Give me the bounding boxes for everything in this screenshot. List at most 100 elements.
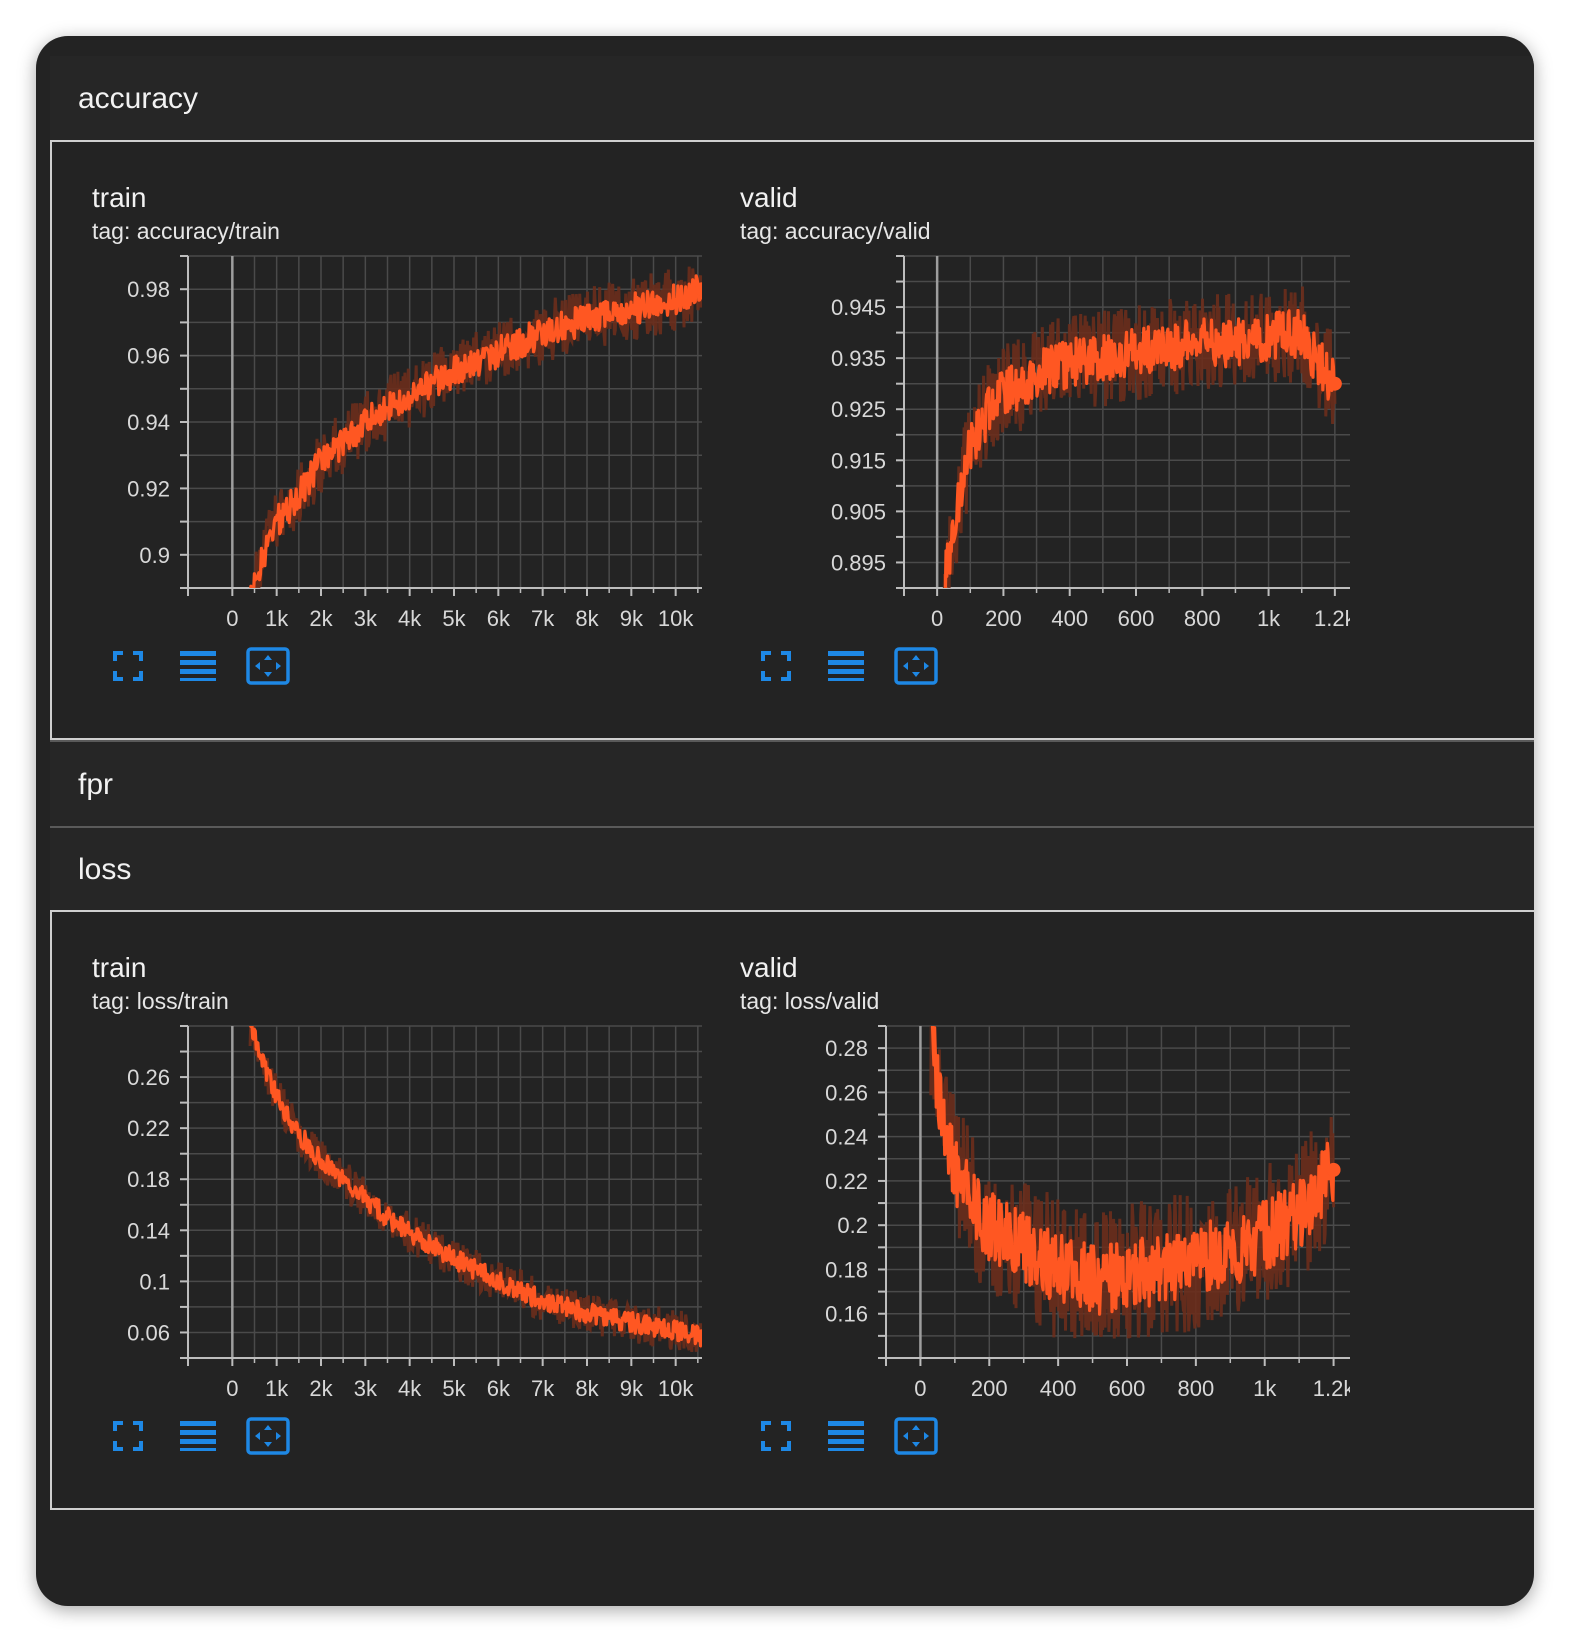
- x-tick-label: 800: [1177, 1376, 1214, 1401]
- x-tick-label: 5k: [442, 606, 466, 631]
- x-tick-label: 400: [1040, 1376, 1077, 1401]
- x-tick-label: 7k: [531, 606, 555, 631]
- fit-domain-button[interactable]: [246, 646, 290, 690]
- fit-domain-button[interactable]: [246, 1416, 290, 1460]
- x-tick-label: 6k: [487, 1376, 511, 1401]
- y-tick-label: 0.24: [825, 1125, 868, 1150]
- card-tag: tag: loss/valid: [740, 988, 880, 1014]
- x-tick-label: 0: [914, 1376, 926, 1401]
- series-line-raw: [929, 1026, 1336, 1339]
- x-tick-label: 10k: [658, 606, 694, 631]
- section-title: accuracy: [78, 82, 199, 115]
- y-tick-label: 0.28: [825, 1036, 868, 1061]
- x-tick-label: 1k: [265, 1376, 289, 1401]
- data-table-button[interactable]: [824, 648, 868, 688]
- series-line: [249, 274, 702, 588]
- tensorboard-scalars-window: accuracy train tag: accuracy/train 0 1k 2k…: [36, 36, 1534, 1606]
- chart-card-accuracy-train: train tag: accuracy/train 0 1k 2k 3k 4k 5k 6k 7…: [52, 142, 702, 702]
- series-end-point: [1327, 376, 1342, 391]
- series-line: [943, 308, 1337, 588]
- fullscreen-icon: [760, 650, 792, 687]
- card-tag: tag: accuracy/valid: [740, 218, 931, 244]
- line-chart-loss-valid[interactable]: 0 200 400 600 800 1k 1.2k 0.16 0.18 0.2 0.22 0.24 0.…: [700, 912, 1350, 1412]
- section-body-accuracy: train tag: accuracy/train 0 1k 2k 3k 4k 5k 6k 7…: [50, 140, 1534, 740]
- fit-domain-icon: [894, 1416, 938, 1460]
- fullscreen-button[interactable]: [106, 1418, 150, 1458]
- line-chart-loss-train[interactable]: 0 1k 2k 3k 4k 5k 6k 7k 8k 9k 10k 0.06 0.1 0.14 0.18 0.2…: [52, 912, 702, 1412]
- x-tick-label: 2k: [309, 606, 333, 631]
- y-tick-label: 0.92: [127, 476, 170, 501]
- x-tick-label: 1k: [1253, 1376, 1277, 1401]
- card-tag: tag: accuracy/train: [92, 218, 280, 244]
- y-tick-label: 0.925: [831, 397, 886, 422]
- section-header-loss[interactable]: loss: [50, 826, 1534, 912]
- series-end-point: [695, 282, 702, 297]
- x-tick-label: 3k: [354, 606, 378, 631]
- fullscreen-icon: [112, 650, 144, 687]
- card-toolbar: [106, 646, 290, 690]
- x-tick-label: 0: [226, 606, 238, 631]
- y-tick-label: 0.935: [831, 346, 886, 371]
- line-chart-accuracy-train[interactable]: 0 1k 2k 3k 4k 5k 6k 7k 8k 9k 10k 0.9 0.92 0.94 0.96 0.9…: [52, 142, 702, 642]
- data-table-icon: [179, 1419, 217, 1458]
- card-toolbar: [106, 1416, 290, 1460]
- series-group: [942, 286, 1337, 588]
- x-tick-label: 0: [931, 606, 943, 631]
- series-line: [249, 1026, 702, 1348]
- y-tick-label: 0.22: [825, 1169, 868, 1194]
- y-tick-label: 0.915: [831, 448, 886, 473]
- card-title: valid: [740, 952, 798, 983]
- x-tick-label: 6k: [487, 606, 511, 631]
- x-tick-label: 800: [1184, 606, 1221, 631]
- data-table-button[interactable]: [824, 1418, 868, 1458]
- section-title: fpr: [78, 768, 114, 801]
- card-toolbar: [754, 1416, 938, 1460]
- data-table-button[interactable]: [176, 1418, 220, 1458]
- card-title: train: [92, 952, 147, 983]
- y-tick-label: 0.18: [825, 1257, 868, 1282]
- y-tick-label: 0.945: [831, 295, 886, 320]
- y-tick-label: 0.1: [139, 1269, 170, 1294]
- section-body-loss: train tag: loss/train 0 1k 2k 3k 4k 5k 6k 7k 8k 9…: [50, 910, 1534, 1510]
- y-tick-label: 0.26: [825, 1080, 868, 1105]
- y-tick-label: 0.06: [127, 1320, 170, 1345]
- chart-card-loss-valid: valid tag: loss/valid 0 200 400 600 800 1k 1.2…: [700, 912, 1350, 1472]
- line-chart-accuracy-valid[interactable]: 0 200 400 600 800 1k 1.2k 0.895 0.905 0.915 0.925 0…: [700, 142, 1350, 642]
- x-tick-label: 9k: [620, 1376, 644, 1401]
- x-tick-label: 7k: [531, 1376, 555, 1401]
- x-tick-label: 2k: [309, 1376, 333, 1401]
- chart-card-loss-train: train tag: loss/train 0 1k 2k 3k 4k 5k 6k 7k 8k 9…: [52, 912, 702, 1472]
- y-tick-label: 0.22: [127, 1116, 170, 1141]
- data-table-button[interactable]: [176, 648, 220, 688]
- x-tick-label: 4k: [398, 1376, 422, 1401]
- data-table-icon: [827, 649, 865, 688]
- y-tick-label: 0.18: [127, 1167, 170, 1192]
- fit-domain-button[interactable]: [894, 1416, 938, 1460]
- fullscreen-button[interactable]: [106, 648, 150, 688]
- x-tick-label: 5k: [442, 1376, 466, 1401]
- x-tick-label: 1.2k: [1314, 606, 1350, 631]
- x-tick-label: 4k: [398, 606, 422, 631]
- fit-domain-icon: [246, 646, 290, 690]
- x-tick-label: 0: [226, 1376, 238, 1401]
- x-tick-label: 3k: [354, 1376, 378, 1401]
- fullscreen-button[interactable]: [754, 1418, 798, 1458]
- card-tag: tag: loss/train: [92, 988, 229, 1014]
- fit-domain-icon: [246, 1416, 290, 1460]
- fullscreen-button[interactable]: [754, 648, 798, 688]
- section-header-accuracy[interactable]: accuracy: [50, 56, 1534, 142]
- data-table-icon: [179, 649, 217, 688]
- x-tick-label: 9k: [620, 606, 644, 631]
- fit-domain-button[interactable]: [894, 646, 938, 688]
- x-tick-label: 8k: [575, 1376, 599, 1401]
- x-tick-label: 1.2k: [1313, 1376, 1350, 1401]
- section-title: loss: [78, 853, 132, 886]
- fullscreen-icon: [112, 1420, 144, 1457]
- x-tick-label: 200: [985, 606, 1022, 631]
- x-tick-label: 1k: [1257, 606, 1281, 631]
- card-toolbar: [754, 646, 938, 688]
- card-title: valid: [740, 182, 798, 213]
- y-tick-label: 0.94: [127, 410, 170, 435]
- section-header-fpr[interactable]: fpr: [50, 740, 1534, 828]
- y-tick-label: 0.26: [127, 1065, 170, 1090]
